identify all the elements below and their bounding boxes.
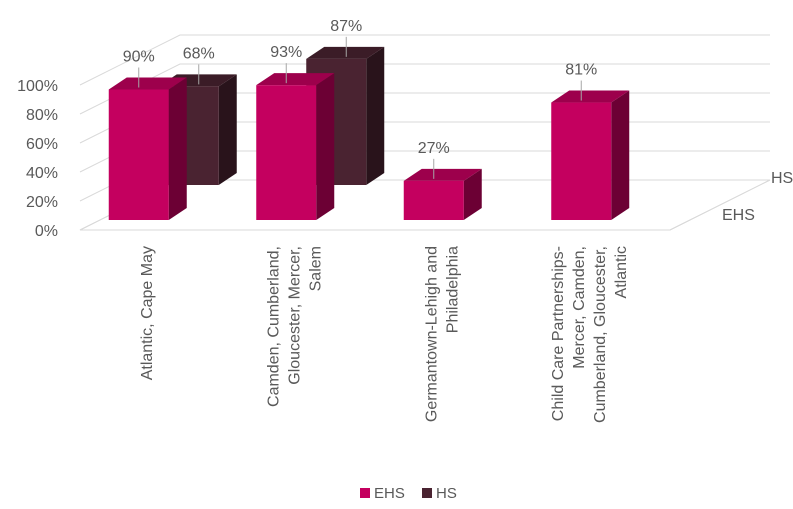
x-category-label-line: Cumberland, Gloucester, bbox=[592, 246, 609, 423]
series-ehs-bars bbox=[108, 73, 630, 221]
y-tick-label: 20% bbox=[26, 194, 58, 211]
bar-front bbox=[551, 102, 612, 220]
data-label: 93% bbox=[270, 44, 302, 61]
legend: EHS HS bbox=[360, 485, 457, 502]
x-category-label: Germantown-Lehigh and Philadelphia bbox=[423, 246, 461, 422]
bar-side bbox=[463, 168, 482, 220]
depth-axis: EHS HS bbox=[669, 170, 793, 231]
x-axis: Atlantic, Cape May Camden, Cumberland, Glo… bbox=[139, 246, 630, 423]
data-label: 27% bbox=[418, 140, 450, 157]
data-label: 81% bbox=[565, 62, 597, 79]
data-label: 90% bbox=[123, 49, 155, 66]
depth-label-hs: HS bbox=[771, 170, 793, 187]
bar-front bbox=[256, 85, 317, 221]
x-category-label-line: Atlantic, Cape May bbox=[139, 246, 156, 380]
bar-side bbox=[611, 90, 630, 220]
y-tick-label: 100% bbox=[17, 78, 58, 95]
bar-ehs bbox=[108, 77, 187, 220]
legend-swatch bbox=[422, 488, 432, 498]
bar-top bbox=[108, 77, 187, 90]
bar-ehs bbox=[256, 73, 335, 221]
bar-side bbox=[218, 74, 237, 185]
x-category-label-line: Gloucester, Mercer, bbox=[286, 246, 303, 385]
x-category-label-line: Germantown-Lehigh and bbox=[423, 246, 440, 422]
bar-side bbox=[168, 77, 187, 220]
x-category-label-line: Salem bbox=[307, 246, 324, 291]
data-label: 87% bbox=[330, 18, 362, 35]
x-category-label: Camden, Cumberland, Gloucester, Mercer, Sa… bbox=[265, 246, 324, 407]
bar-top bbox=[256, 73, 335, 86]
y-tick-label: 40% bbox=[26, 165, 58, 182]
data-label: 68% bbox=[183, 45, 215, 62]
bar-side bbox=[316, 73, 335, 221]
y-tick-label: 0% bbox=[35, 223, 58, 240]
x-category-label-line: Child Care Partnerships- bbox=[550, 246, 567, 421]
x-category-label-line: Atlantic bbox=[613, 246, 630, 298]
bar-top bbox=[551, 90, 630, 103]
depth-label-ehs: EHS bbox=[722, 207, 755, 224]
x-category-label-line: Philadelphia bbox=[444, 246, 461, 333]
x-category-label-line: Mercer, Camden, bbox=[571, 246, 588, 369]
y-axis: 0% 20% 40% 60% 80% 100% bbox=[17, 78, 58, 240]
legend-label: EHS bbox=[374, 485, 405, 502]
gridline bbox=[79, 34, 770, 86]
bar-top bbox=[306, 46, 385, 59]
y-tick-label: 60% bbox=[26, 136, 58, 153]
data-labels: 68% 90% 87% 93% 27% 81% bbox=[123, 18, 597, 179]
bar-front bbox=[108, 89, 169, 220]
legend-label: HS bbox=[436, 485, 457, 502]
legend-swatch bbox=[360, 488, 370, 498]
bar-ehs bbox=[551, 90, 630, 220]
bar-top bbox=[403, 168, 482, 181]
y-tick-label: 80% bbox=[26, 107, 58, 124]
bar-ehs bbox=[403, 168, 482, 220]
x-category-label: Atlantic, Cape May bbox=[139, 246, 156, 380]
bar-front bbox=[403, 180, 464, 220]
x-category-label: Child Care Partnerships- Mercer, Camden, C… bbox=[550, 246, 630, 423]
depth-axis-line bbox=[669, 179, 771, 231]
x-category-label-line: Camden, Cumberland, bbox=[265, 246, 282, 407]
bar-side bbox=[366, 46, 385, 185]
